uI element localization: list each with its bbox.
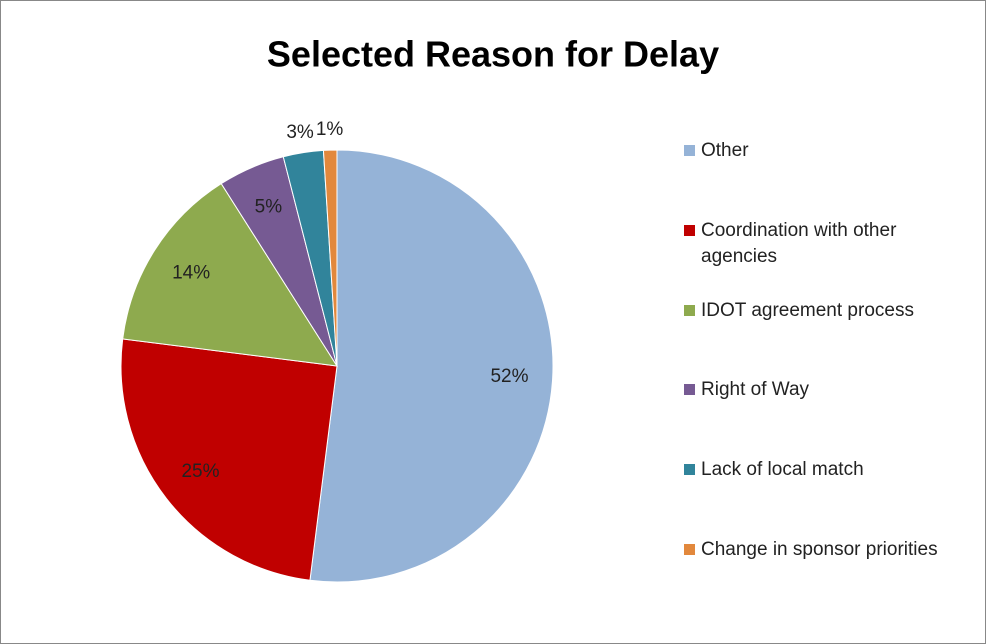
legend-swatch — [684, 544, 695, 555]
pie-slice — [122, 182, 338, 367]
legend-swatch — [684, 145, 695, 156]
data-label: 5% — [255, 196, 283, 217]
legend-swatch — [684, 304, 695, 316]
legend-label: Lack of local match — [701, 459, 864, 481]
data-label: 1% — [316, 119, 344, 140]
legend-item: IDOT agreement process — [684, 298, 974, 324]
legend-swatch — [684, 464, 695, 476]
data-label: 14% — [172, 262, 210, 283]
data-label: 25% — [181, 461, 219, 482]
pie-slice — [120, 338, 338, 581]
legend-item: Right of Way — [684, 377, 974, 403]
data-label: 52% — [490, 366, 528, 387]
data-label: 3% — [286, 122, 314, 143]
legend-label: Right of Way — [701, 379, 810, 401]
legend-label: IDOT agreement process — [701, 299, 914, 321]
chart-title: Selected Reason for Delay — [267, 34, 719, 75]
legend-label: Change in sponsor priorities — [701, 539, 938, 560]
legend-item: Coordination with other agencies — [684, 218, 974, 270]
legend-item: Other — [684, 138, 974, 164]
legend-label: Coordination with other agencies — [701, 219, 897, 267]
legend-swatch — [684, 384, 695, 396]
pie-slice — [322, 149, 338, 367]
pie-slice — [309, 149, 554, 583]
legend-item: Lack of local match — [684, 457, 974, 483]
legend-item: Change in sponsor priorities — [684, 537, 974, 563]
legend-label: Other — [701, 140, 749, 161]
legend-swatch — [684, 224, 695, 236]
